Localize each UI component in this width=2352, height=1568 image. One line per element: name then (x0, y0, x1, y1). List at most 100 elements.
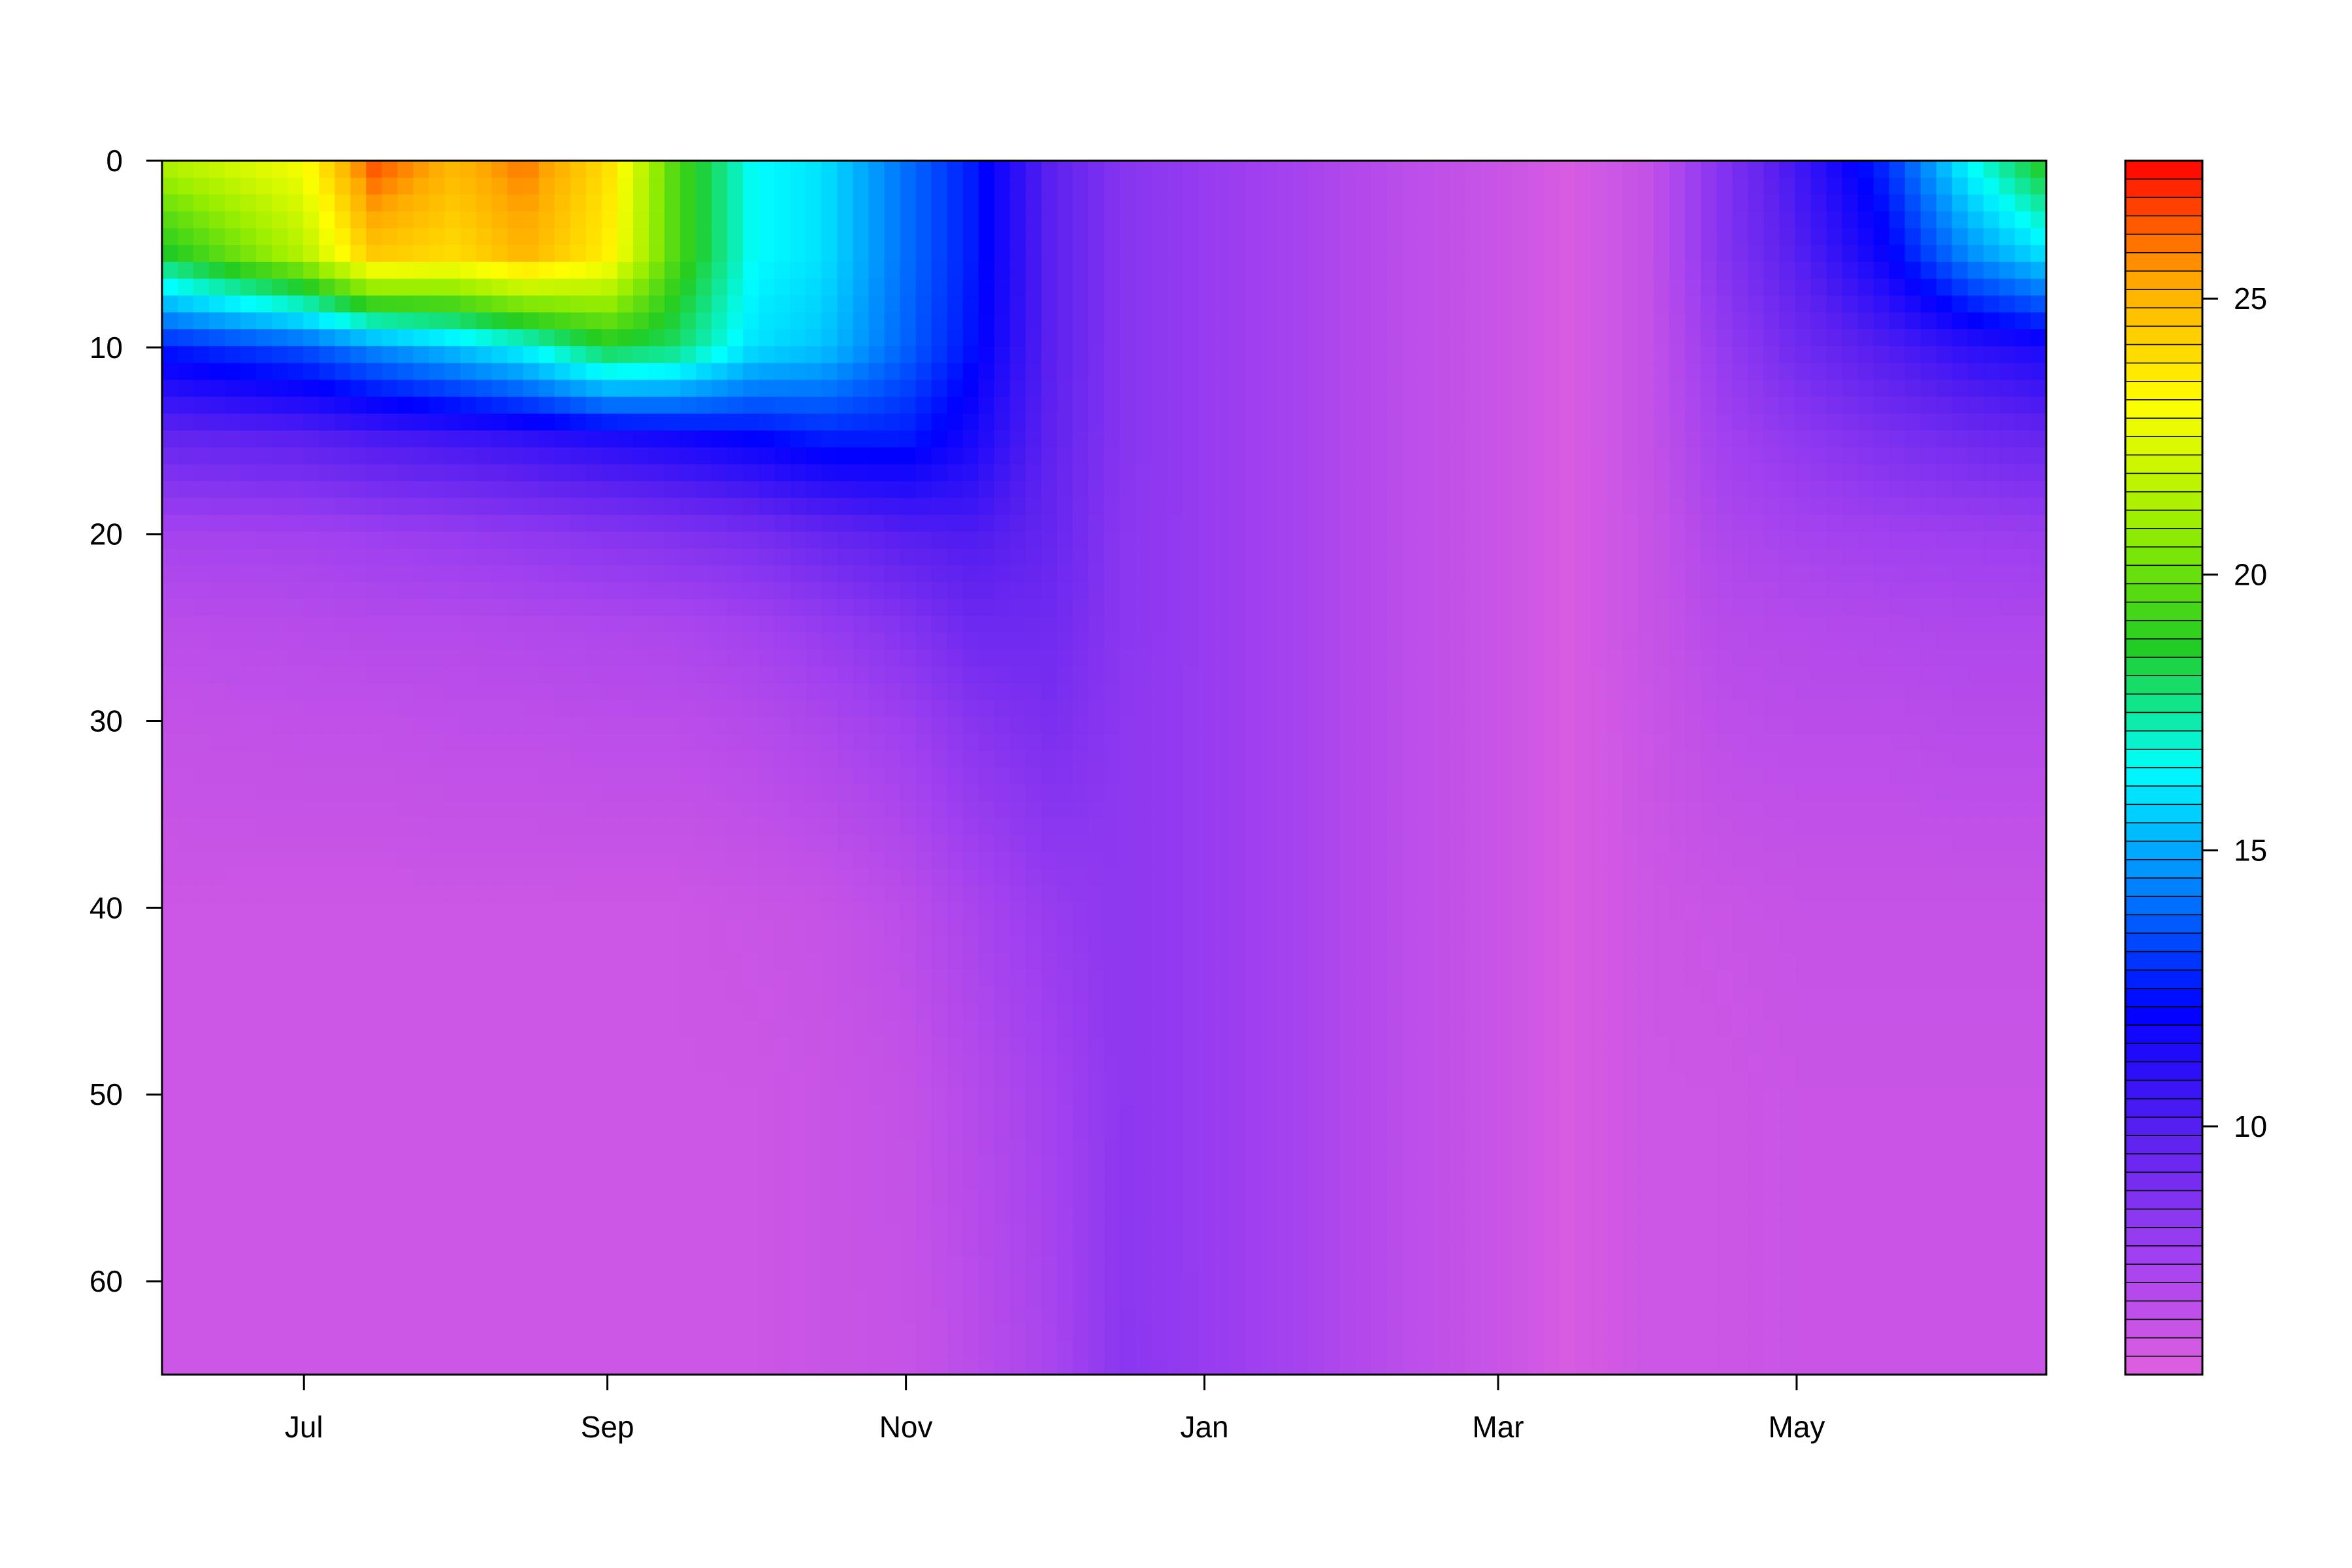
heatmap-cell (460, 278, 477, 297)
heatmap-cell (900, 1205, 917, 1224)
heatmap-cell (460, 1358, 477, 1375)
heatmap-cell (554, 632, 571, 651)
heatmap-cell (491, 447, 508, 465)
heatmap-cell (476, 751, 493, 768)
heatmap-cell (382, 615, 399, 634)
heatmap-cell (853, 194, 870, 212)
heatmap-cell (853, 1290, 870, 1308)
heatmap-cell (507, 380, 524, 398)
heatmap-cell (1056, 902, 1073, 921)
heatmap-cell (680, 1290, 696, 1308)
heatmap-cell (1230, 615, 1247, 634)
heatmap-cell (821, 751, 838, 768)
heatmap-cell (1198, 1256, 1215, 1274)
heatmap-cell (601, 346, 618, 364)
heatmap-cell (962, 1239, 979, 1258)
heatmap-cell (319, 953, 336, 971)
heatmap-cell (915, 615, 932, 634)
heatmap-cell (429, 852, 446, 870)
heatmap-cell (617, 295, 634, 314)
heatmap-cell (335, 1324, 351, 1342)
heatmap-cell (570, 380, 587, 398)
heatmap-cell (287, 464, 304, 482)
heatmap-cell (617, 161, 634, 178)
heatmap-cell (743, 177, 760, 195)
heatmap-cell (460, 598, 477, 617)
heatmap-cell (649, 228, 665, 246)
heatmap-cell (743, 734, 760, 751)
heatmap-cell (460, 852, 477, 870)
heatmap-cell (476, 481, 493, 498)
heatmap-cell (711, 161, 728, 178)
heatmap-cell (225, 700, 241, 718)
heatmap-cell (1104, 1088, 1120, 1105)
heatmap-cell (1167, 464, 1183, 482)
heatmap-cell (853, 1004, 870, 1021)
heatmap-cell (256, 531, 273, 549)
heatmap-cell (460, 1088, 477, 1105)
heatmap-cell (1104, 447, 1120, 465)
heatmap-cell (649, 801, 665, 819)
heatmap-cell (774, 1341, 791, 1358)
heatmap-cell (1214, 835, 1231, 853)
heatmap-cell (601, 1021, 618, 1038)
heatmap-cell (1135, 1222, 1152, 1241)
heatmap-cell (649, 211, 665, 229)
heatmap-cell (868, 329, 885, 347)
heatmap-cell (1104, 1105, 1120, 1122)
heatmap-cell (633, 380, 649, 398)
heatmap-cell (319, 211, 336, 229)
heatmap-cell (209, 852, 225, 870)
heatmap-cell (931, 397, 948, 414)
heatmap-cell (649, 598, 665, 617)
heatmap-cell (743, 363, 760, 381)
heatmap-cell (617, 784, 634, 802)
heatmap-cell (1230, 1324, 1247, 1342)
heatmap-cell (1025, 565, 1042, 583)
heatmap-cell (476, 1273, 493, 1291)
heatmap-cell (962, 615, 979, 634)
heatmap-cell (162, 615, 178, 634)
heatmap-cell (696, 414, 712, 431)
heatmap-cell (1088, 194, 1105, 212)
heatmap-cell (680, 717, 696, 735)
heatmap-cell (806, 1205, 823, 1224)
heatmap-cell (915, 464, 932, 482)
heatmap-cell (444, 261, 461, 280)
heatmap-cell (429, 261, 446, 280)
heatmap-cell (837, 1205, 854, 1224)
heatmap-cell (617, 768, 634, 785)
heatmap-cell (1104, 885, 1120, 904)
heatmap-cell (366, 1088, 383, 1105)
heatmap-cell (664, 868, 681, 887)
heatmap-cell (460, 953, 477, 971)
heatmap-cell (225, 885, 241, 904)
heatmap-cell (884, 1358, 901, 1375)
heatmap-cells (162, 161, 2047, 1375)
heatmap-cell (759, 852, 776, 870)
heatmap-cell (821, 1054, 838, 1072)
heatmap-cell (585, 649, 602, 667)
heatmap-cell (209, 548, 225, 566)
heatmap-cell (256, 548, 273, 566)
heatmap-cell (225, 1004, 241, 1021)
heatmap-cell (711, 801, 728, 819)
heatmap-cell (1120, 1172, 1136, 1190)
heatmap-cell (366, 1307, 383, 1325)
heatmap-cell (1009, 632, 1026, 651)
heatmap-cell (225, 1021, 241, 1038)
heatmap-cell (1025, 464, 1042, 482)
heatmap-cell (962, 666, 979, 684)
heatmap-cell (884, 177, 901, 195)
heatmap-cell (460, 414, 477, 431)
heatmap-cell (335, 683, 351, 701)
heatmap-cell (790, 329, 807, 347)
heatmap-cell (585, 1121, 602, 1139)
heatmap-cell (570, 717, 587, 735)
heatmap-cell (523, 1273, 540, 1291)
heatmap-cell (476, 1189, 493, 1207)
heatmap-cell (1056, 464, 1073, 482)
heatmap-cell (633, 464, 649, 482)
heatmap-cell (397, 1341, 414, 1358)
heatmap-cell (162, 481, 178, 498)
